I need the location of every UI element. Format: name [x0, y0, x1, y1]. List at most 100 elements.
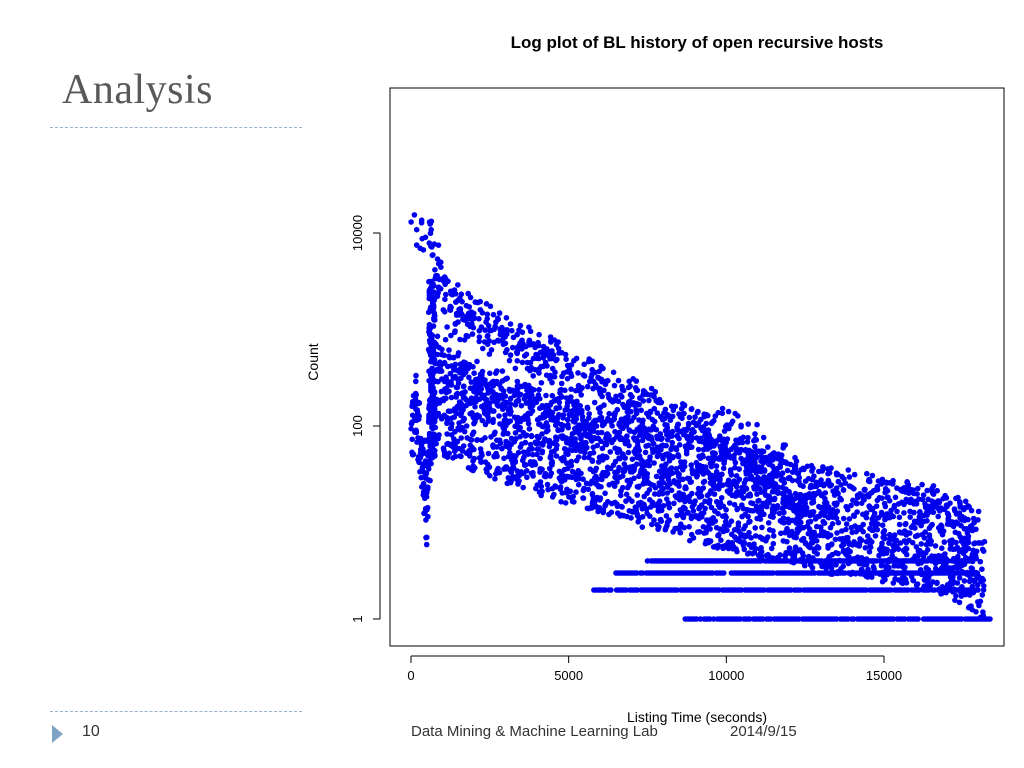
data-point [554, 419, 560, 425]
data-point [921, 577, 928, 583]
data-point [625, 384, 632, 391]
data-point [624, 433, 630, 439]
data-point [880, 529, 887, 536]
data-point [631, 401, 637, 408]
data-point [608, 509, 615, 516]
data-point [783, 528, 789, 535]
y-tick-label: 100 [350, 415, 365, 437]
data-point [553, 437, 560, 443]
data-point [528, 470, 535, 477]
data-point [674, 424, 680, 431]
data-point [490, 383, 497, 389]
data-point [422, 475, 429, 481]
data-point [441, 450, 448, 457]
data-point [558, 455, 564, 462]
data-point [751, 437, 757, 444]
data-point [894, 508, 900, 515]
data-point [654, 410, 661, 416]
data-point [926, 532, 933, 538]
data-point [741, 534, 748, 540]
data-point [660, 503, 667, 509]
data-point [608, 419, 614, 425]
data-point [690, 508, 697, 514]
data-point [525, 448, 531, 455]
data-point [758, 508, 765, 514]
data-point [425, 309, 432, 316]
data-point [700, 453, 706, 460]
data-point [439, 351, 445, 358]
data-point [470, 364, 476, 370]
data-point [614, 406, 621, 413]
data-point [537, 349, 544, 356]
data-point [707, 475, 714, 481]
data-point [585, 358, 592, 365]
data-point [611, 382, 618, 389]
data-point [741, 480, 748, 486]
data-point [427, 452, 434, 459]
data-point [426, 325, 432, 331]
data-point [458, 435, 465, 441]
data-point [694, 409, 701, 416]
data-point [910, 487, 916, 493]
data-point [901, 538, 908, 544]
data-point [487, 370, 493, 377]
data-point [702, 498, 708, 505]
data-point [719, 438, 725, 444]
data-point [872, 533, 879, 539]
data-point [500, 406, 506, 413]
data-point [719, 482, 726, 489]
data-point [810, 499, 817, 506]
data-point [680, 476, 686, 483]
data-point [520, 449, 527, 456]
data-point [771, 508, 777, 514]
data-point [491, 339, 497, 346]
data-point [471, 446, 477, 453]
data-point [558, 380, 565, 387]
data-point [691, 501, 697, 508]
data-point [745, 434, 751, 441]
data-point [480, 394, 486, 401]
data-point [686, 414, 693, 421]
data-point [517, 340, 523, 346]
data-point [457, 427, 463, 433]
data-point [640, 459, 646, 465]
data-point [970, 515, 977, 522]
data-point [431, 312, 438, 319]
data-point [720, 448, 727, 454]
data-point [436, 276, 443, 283]
data-point [434, 333, 441, 340]
data-point [551, 374, 558, 380]
data-point [575, 370, 581, 376]
data-point [414, 439, 420, 446]
data-point [682, 505, 688, 512]
data-point [511, 388, 518, 394]
data-point [688, 406, 695, 412]
data-point [465, 333, 471, 340]
data-point [972, 552, 979, 559]
data-point [800, 553, 807, 559]
data-point [874, 521, 881, 527]
data-point [535, 339, 541, 346]
data-point [428, 218, 435, 225]
data-point [572, 419, 578, 425]
data-point [798, 494, 805, 501]
data-point [437, 363, 443, 370]
data-point [502, 349, 509, 356]
data-point [669, 439, 676, 446]
data-point [779, 519, 785, 525]
data-point [631, 475, 637, 482]
data-point [660, 479, 667, 486]
data-point [715, 532, 722, 539]
data-point [653, 398, 659, 404]
data-point [808, 540, 815, 546]
data-point [981, 538, 988, 545]
data-point [514, 358, 521, 364]
data-point [503, 315, 510, 321]
data-point [446, 353, 452, 360]
data-point [426, 348, 433, 354]
data-point [507, 352, 514, 358]
data-point [531, 387, 537, 393]
data-point [956, 599, 963, 606]
data-point [651, 460, 657, 466]
data-point [818, 505, 824, 511]
